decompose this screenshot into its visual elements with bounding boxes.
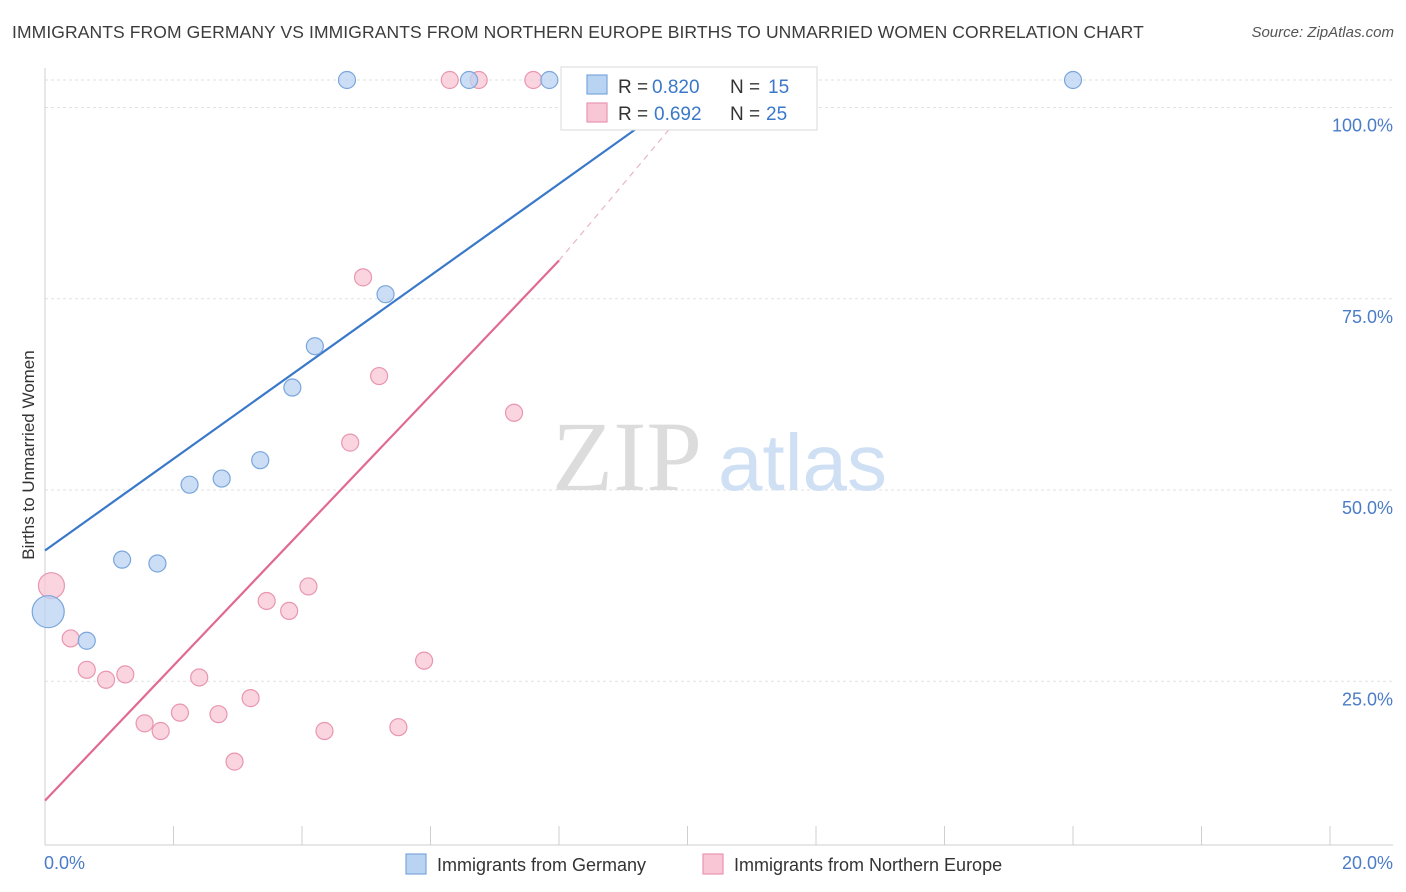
point-germany-6 — [251, 451, 270, 470]
point-northern-2 — [77, 660, 96, 679]
point-germany-7 — [283, 378, 302, 397]
point-northern-4 — [116, 665, 135, 684]
trend-extension-northern — [558, 68, 721, 261]
point-northern-7 — [170, 703, 190, 722]
x-tick-label-max: 20.0% — [1342, 853, 1393, 873]
legend-r-label-germany: R = — [618, 77, 648, 98]
point-northern-16 — [341, 433, 360, 452]
point-germany-4 — [180, 475, 199, 494]
legend-n-value-germany: 15 — [768, 77, 789, 98]
point-northern-0 — [37, 572, 66, 600]
point-northern-17 — [353, 268, 373, 287]
point-northern-21 — [440, 70, 459, 90]
legend-swatch-northern — [586, 102, 608, 123]
point-northern-8 — [190, 668, 209, 687]
point-northern-15 — [315, 721, 334, 741]
point-germany-2 — [112, 550, 132, 569]
y-tick-label-100: 100.0% — [1332, 116, 1393, 136]
point-northern-12 — [257, 591, 276, 611]
y-tick-label-25: 25.0% — [1342, 689, 1393, 709]
point-northern-18 — [370, 366, 389, 386]
point-northern-13 — [280, 601, 299, 621]
point-northern-23 — [524, 70, 543, 90]
legend-n-label-germany: N = — [730, 77, 760, 98]
series-legend-label-northern: Immigrants from Northern Europe — [734, 855, 1002, 875]
legend-r-value-northern: 0.692 — [654, 104, 702, 125]
point-northern-1 — [61, 629, 80, 648]
legend-r-value-germany: 0.820 — [652, 77, 700, 98]
point-northern-11 — [241, 689, 260, 708]
trend-line-germany — [44, 68, 721, 552]
gridlines — [45, 79, 1393, 682]
source-label: Source: ZipAtlas.com — [1251, 24, 1394, 41]
series-legend: Immigrants from Germany Immigrants from … — [405, 853, 1002, 875]
trend-lines — [44, 68, 721, 802]
legend-swatch-germany — [586, 74, 608, 95]
tick-labels: 25.0% 50.0% 75.0% 100.0% 0.0% 20.0% — [44, 116, 1393, 873]
axes — [44, 68, 1393, 846]
point-germany-14 — [1063, 70, 1083, 90]
point-germany-10 — [337, 70, 357, 90]
series-legend-swatch-northern — [702, 853, 724, 875]
point-northern-6 — [151, 721, 170, 741]
point-germany-11 — [459, 70, 479, 90]
chart-title: IMMIGRANTS FROM GERMANY VS IMMIGRANTS FR… — [12, 22, 1144, 42]
point-northern-10 — [225, 752, 244, 771]
point-northern-9 — [209, 705, 228, 724]
point-germany-0 — [31, 595, 65, 629]
point-germany-5 — [212, 469, 231, 488]
point-germany-9 — [376, 285, 395, 304]
point-germany-1 — [77, 631, 96, 650]
point-germany-3 — [148, 554, 167, 573]
point-northern-19 — [389, 718, 408, 737]
point-northern-5 — [135, 714, 154, 733]
point-northern-20 — [414, 651, 434, 670]
legend-n-value-northern: 25 — [766, 104, 787, 125]
series-legend-label-germany: Immigrants from Germany — [437, 855, 646, 875]
correlation-legend: R = 0.820 N = 15 R = 0.692 N = 25 — [560, 66, 818, 131]
point-northern-3 — [96, 670, 116, 689]
legend-n-label-northern: N = — [730, 104, 760, 125]
legend-r-label-northern: R = — [618, 104, 648, 125]
watermark: ZIP atlas — [552, 401, 887, 512]
y-tick-label-50: 50.0% — [1342, 498, 1393, 518]
watermark-zip: ZIP — [552, 401, 702, 512]
point-germany-8 — [305, 337, 324, 356]
y-tick-label-75: 75.0% — [1342, 307, 1393, 327]
x-tick-label-min: 0.0% — [44, 853, 85, 873]
point-northern-24 — [504, 403, 524, 422]
y-axis-title: Births to Unmarried Women — [19, 350, 38, 559]
point-germany-12 — [540, 70, 559, 90]
trend-line-northern — [44, 259, 560, 802]
watermark-atlas: atlas — [718, 418, 887, 507]
series-legend-swatch-germany — [405, 853, 427, 875]
point-northern-14 — [299, 577, 318, 596]
